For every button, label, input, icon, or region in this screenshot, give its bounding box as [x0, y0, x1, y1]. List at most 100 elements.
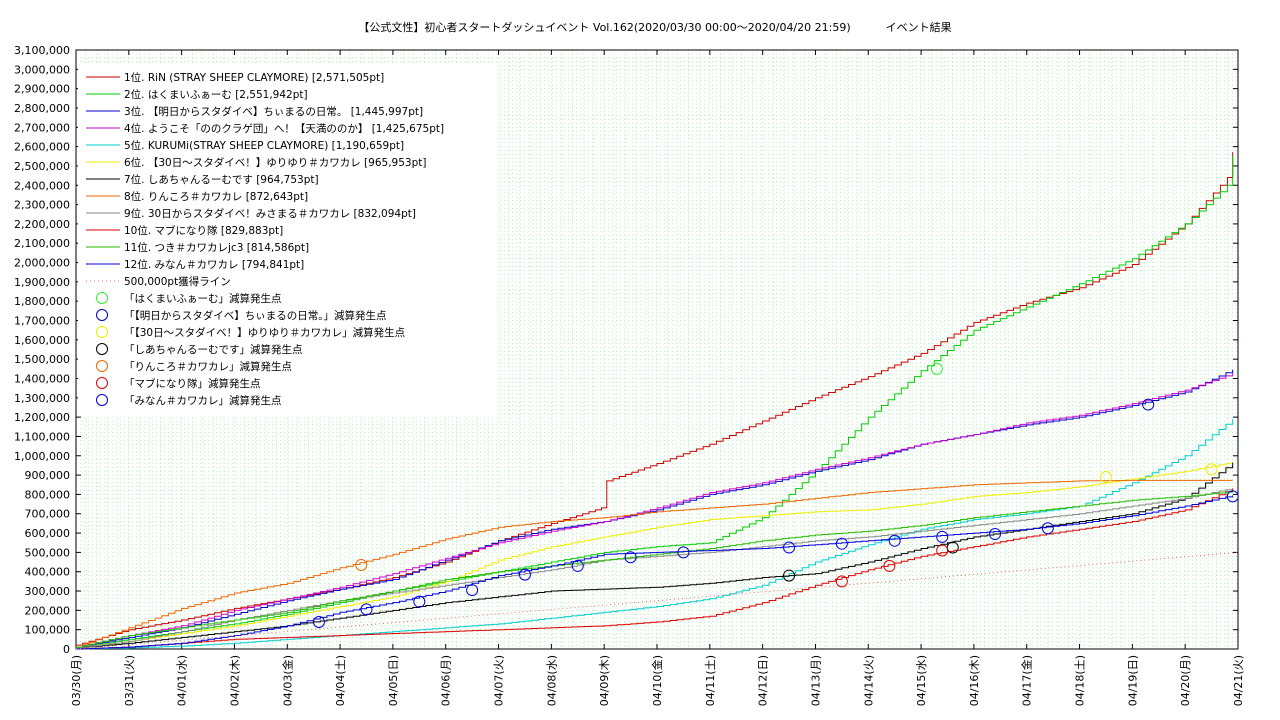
x-tick-label: 04/05(日): [387, 655, 400, 706]
y-tick-label: 2,700,000: [14, 121, 70, 134]
x-tick-label: 04/15(水): [915, 655, 928, 706]
reduction-marker: [930, 362, 943, 375]
y-tick-label: 1,700,000: [14, 315, 70, 328]
legend: 1位. RiN (STRAY SHEEP CLAYMORE) [2,571,50…: [78, 64, 498, 416]
x-tick-label: 04/17(金): [1020, 655, 1034, 706]
legend-label: 「はくまいふぁーむ」減算発生点: [124, 292, 282, 305]
y-tick-label: 1,200,000: [14, 411, 70, 424]
x-tick-label: 04/07(火): [493, 655, 506, 706]
legend-marker-swatch: [96, 343, 108, 355]
y-tick-label: 1,300,000: [14, 392, 70, 405]
reduction-marker: [355, 558, 368, 571]
y-tick-label: 1,800,000: [14, 295, 70, 308]
legend-marker-swatch: [96, 360, 108, 372]
y-tick-label: 2,200,000: [14, 218, 70, 231]
reduction-marker: [1142, 398, 1155, 411]
series-line-6: [76, 462, 1234, 649]
legend-background: [78, 64, 498, 416]
x-tick-label: 04/18(土): [1074, 655, 1087, 706]
y-tick-label: 2,900,000: [14, 83, 70, 96]
reduction-marker: [624, 551, 637, 564]
y-tick-label: 900,000: [25, 469, 71, 482]
legend-marker-swatch: [96, 309, 108, 321]
y-tick-label: 100,000: [25, 624, 71, 637]
reduction-marker: [783, 569, 796, 582]
legend-label: 12位. みなん＃カワカレ [794,841pt]: [124, 258, 304, 271]
y-tick-label: 300,000: [25, 585, 71, 598]
reduction-marker: [1226, 490, 1239, 503]
series-line-9: [76, 488, 1234, 649]
legend-label: 「しあちゃんるーむです」減算発生点: [124, 343, 303, 356]
legend-label: 「マブになり隊」減算発生点: [124, 377, 261, 390]
legend-label: 500,000pt獲得ライン: [124, 275, 231, 288]
series-line-1: [76, 152, 1234, 646]
legend-label: 3位. 【明日からスタダイベ】ちぃまるの日常。 [1,445,997pt]: [124, 105, 423, 118]
reduction-marker: [989, 528, 1002, 541]
y-tick-label: 2,000,000: [14, 257, 70, 270]
x-tick-label: 04/03(金): [280, 655, 294, 706]
reduction-marker: [936, 544, 949, 557]
reduction-marker: [571, 559, 584, 572]
x-tick-label: 04/09(木): [598, 655, 611, 706]
reduction-marker: [936, 530, 949, 543]
y-tick-label: 200,000: [25, 604, 71, 617]
reduction-marker: [1205, 463, 1218, 476]
legend-label: 2位. はくまいふぁーむ [2,551,942pt]: [124, 88, 308, 101]
x-tick-label: 04/12(日): [757, 655, 770, 706]
reduction-marker: [677, 546, 690, 559]
y-tick-label: 3,000,000: [14, 63, 70, 76]
legend-label: 「【30日〜スタダイベ！】ゆりゆり＃カワカレ」減算発生点: [124, 326, 405, 339]
y-tick-label: 2,100,000: [14, 237, 70, 250]
y-tick-label: 0: [63, 643, 70, 656]
reduction-marker: [518, 568, 531, 581]
series-line-5: [76, 418, 1234, 650]
y-tick-label: 1,000,000: [14, 450, 70, 463]
y-tick-label: 1,500,000: [14, 353, 70, 366]
x-tick-label: 04/13(月): [809, 655, 822, 706]
y-tick-label: 1,100,000: [14, 430, 70, 443]
x-tick-label: 04/14(火): [862, 655, 875, 706]
legend-label: 「【明日からスタダイベ】ちぃまるの日常。」減算発生点: [124, 309, 387, 322]
reduction-marker: [888, 534, 901, 547]
series-line-10: [76, 488, 1234, 650]
x-tick-label: 04/01(水): [176, 655, 189, 706]
y-tick-label: 2,500,000: [14, 160, 70, 173]
reduction-marker: [360, 603, 373, 616]
y-tick-label: 2,400,000: [14, 179, 70, 192]
legend-label: 11位. つき＃カワカレjc3 [814,586pt]: [124, 241, 309, 254]
y-tick-label: 700,000: [25, 508, 71, 521]
x-tick-label: 04/16(木): [968, 655, 981, 706]
x-tick-label: 04/21(火): [1232, 655, 1245, 706]
legend-marker-swatch: [96, 377, 108, 389]
legend-label: 1位. RiN (STRAY SHEEP CLAYMORE) [2,571,50…: [124, 71, 384, 84]
legend-label: 9位. 30日からスタダイベ！みさまる＃カワカレ [832,094pt]: [124, 207, 416, 220]
y-tick-label: 800,000: [25, 488, 71, 501]
legend-marker-swatch: [96, 292, 108, 304]
legend-label: 8位. りんころ＃カワカレ [872,643pt]: [124, 190, 308, 203]
reduction-marker: [835, 537, 848, 550]
series-lines: [75, 152, 1239, 650]
x-tick-label: 03/30(月): [70, 655, 83, 706]
x-tick-label: 04/08(水): [545, 655, 558, 706]
y-tick-label: 3,100,000: [14, 44, 70, 57]
x-tick-label: 04/04(土): [334, 655, 347, 706]
y-tick-label: 600,000: [25, 527, 71, 540]
reduction-marker: [312, 615, 325, 628]
legend-marker-swatch: [96, 326, 108, 338]
y-tick-label: 500,000: [25, 546, 71, 559]
series-line-11: [76, 491, 1234, 648]
x-tick-label: 04/19(日): [1126, 655, 1139, 706]
y-tick-label: 400,000: [25, 566, 71, 579]
x-tick-label: 04/20(月): [1179, 655, 1192, 706]
legend-label: 4位. ようこそ「ののクラゲ団」へ！【天満ののか】 [1,425,675pt]: [124, 122, 444, 135]
reduction-marker: [883, 559, 896, 572]
legend-label: 10位. マブになり隊 [829,883pt]: [124, 224, 283, 237]
legend-label: 5位. KURUMi(STRAY SHEEP CLAYMORE) [1,190,…: [124, 139, 404, 152]
x-tick-label: 04/02(木): [228, 655, 241, 706]
reduction-markers: [312, 362, 1239, 628]
reduction-marker: [466, 584, 479, 597]
series-line-8: [76, 479, 1233, 648]
reduction-marker: [783, 541, 796, 554]
series-line-2: [76, 155, 1234, 648]
